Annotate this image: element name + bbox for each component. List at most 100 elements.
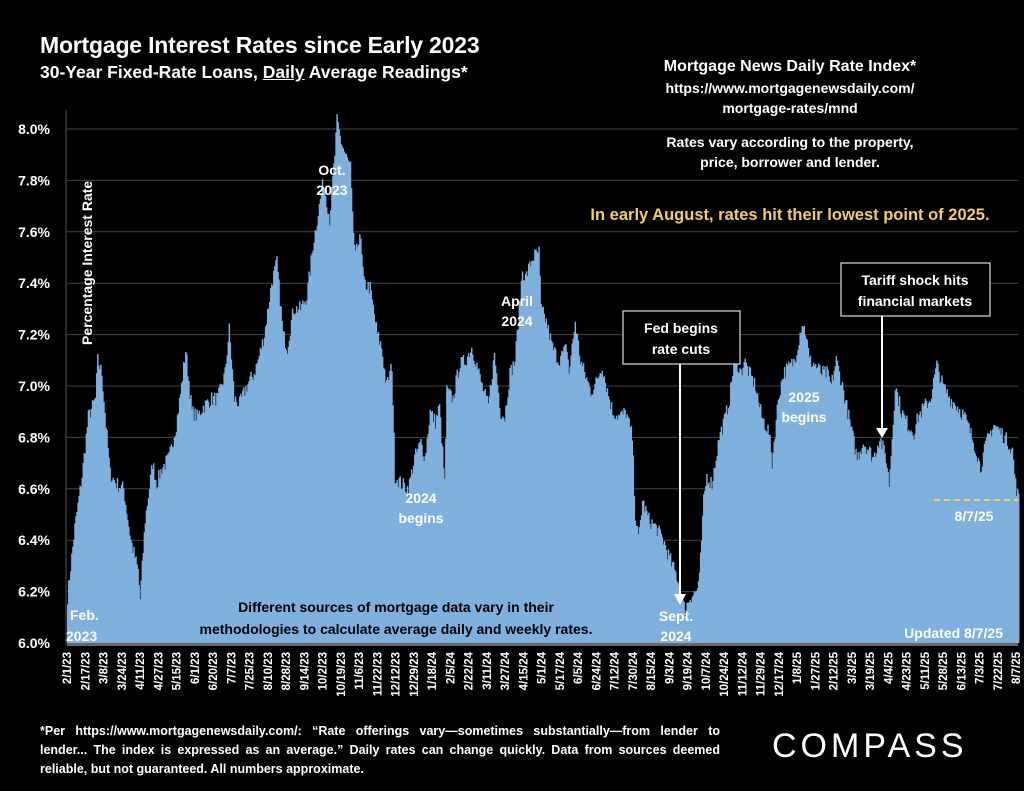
- rate-bar: [384, 369, 386, 643]
- rate-bar: [261, 339, 264, 643]
- rate-bar: [431, 410, 434, 643]
- rate-bar: [460, 356, 463, 643]
- rate-bar: [358, 244, 360, 643]
- rate-bar: [504, 421, 506, 643]
- rate-bar: [922, 405, 925, 643]
- rate-bar: [845, 400, 847, 643]
- rate-bar: [581, 365, 584, 643]
- annotation-latest-date: 8/7/25: [955, 508, 994, 524]
- rate-bar: [995, 426, 997, 643]
- rate-bar: [163, 463, 165, 643]
- rate-bar: [1018, 493, 1020, 643]
- y-tick-label: 6.4%: [18, 532, 50, 548]
- rate-bar: [900, 417, 903, 643]
- rate-bar: [458, 371, 461, 643]
- rate-bar: [622, 414, 624, 643]
- rate-bar: [303, 304, 305, 643]
- rate-bar: [160, 469, 162, 643]
- rate-bar: [883, 445, 885, 643]
- rate-bar: [789, 363, 791, 643]
- rate-bar: [342, 148, 344, 643]
- rate-bar: [102, 391, 104, 643]
- rate-bar: [446, 385, 448, 643]
- x-tick-label: 7/3/25: [975, 651, 987, 684]
- rate-bar: [693, 591, 696, 643]
- rate-bar: [473, 360, 475, 643]
- rate-bar: [868, 446, 871, 643]
- rate-bar: [626, 414, 628, 643]
- rate-bar: [233, 401, 236, 643]
- rate-bar: [354, 250, 357, 643]
- rate-bar: [316, 225, 319, 643]
- rate-bar: [343, 151, 346, 643]
- rate-bar: [292, 313, 295, 643]
- rate-bar: [130, 539, 132, 643]
- rate-bar: [686, 602, 688, 643]
- rate-bar: [623, 407, 625, 643]
- rate-bar: [576, 334, 579, 643]
- rate-bar: [630, 425, 632, 643]
- rate-bar: [778, 398, 781, 643]
- rate-bar: [948, 396, 951, 643]
- rate-bar: [468, 357, 471, 643]
- rate-bar: [440, 443, 443, 643]
- rate-bar: [335, 132, 337, 643]
- rate-bar: [436, 415, 439, 643]
- rate-bar: [776, 404, 779, 643]
- rate-bar: [615, 418, 617, 643]
- rate-bar: [712, 481, 714, 643]
- rate-bar: [91, 400, 94, 643]
- rate-bar: [143, 532, 146, 643]
- rate-bar: [425, 452, 427, 643]
- x-tick-label: 1/27/25: [810, 651, 822, 690]
- rate-bar: [590, 396, 592, 643]
- rate-bar: [944, 384, 946, 643]
- rate-bar: [469, 352, 472, 643]
- rate-bar: [269, 301, 271, 643]
- rate-bar: [381, 356, 384, 643]
- rate-bar: [444, 478, 446, 643]
- rate-bar: [439, 417, 442, 643]
- rate-bar: [684, 615, 686, 643]
- rate-bar: [344, 153, 347, 643]
- rate-bar: [372, 304, 375, 643]
- rate-bar: [598, 376, 600, 643]
- rate-bar: [232, 381, 235, 643]
- rate-bar: [550, 340, 553, 643]
- y-tick-label: 7.2%: [18, 327, 50, 343]
- rate-bar: [604, 382, 607, 643]
- rate-bar: [175, 432, 178, 643]
- y-tick-label: 8.0%: [18, 121, 50, 137]
- rate-bar: [295, 306, 298, 643]
- rate-bar: [929, 402, 932, 643]
- rate-bar: [120, 484, 123, 643]
- fed-cuts-arrow-head: [674, 594, 686, 605]
- rate-bar: [553, 347, 556, 643]
- rate-bar: [195, 420, 197, 643]
- chart-title: Mortgage Interest Rates since Early 2023: [40, 32, 480, 58]
- rate-bar: [652, 523, 654, 643]
- rate-bar: [680, 601, 682, 643]
- rate-bar: [920, 417, 923, 643]
- rate-bar: [270, 288, 272, 643]
- rate-bar: [415, 448, 417, 643]
- x-tick-label: 7/25/23: [245, 652, 257, 690]
- rate-bar: [466, 356, 469, 643]
- rate-bar: [811, 366, 814, 643]
- rate-bar: [463, 364, 466, 643]
- rate-bar: [899, 413, 902, 643]
- rate-bar: [481, 382, 483, 643]
- rate-bar: [892, 424, 895, 643]
- rate-bar: [1002, 442, 1004, 643]
- rate-bar: [875, 456, 877, 643]
- rate-bar: [490, 385, 493, 643]
- rate-bar: [465, 365, 468, 643]
- rate-bar: [390, 363, 392, 643]
- rate-bar: [174, 435, 177, 643]
- rate-bar: [144, 523, 147, 643]
- rate-bar: [897, 406, 900, 643]
- rate-bar: [667, 549, 670, 643]
- rate-bar: [577, 340, 580, 643]
- rate-bar: [392, 405, 394, 643]
- rate-bar: [872, 456, 875, 643]
